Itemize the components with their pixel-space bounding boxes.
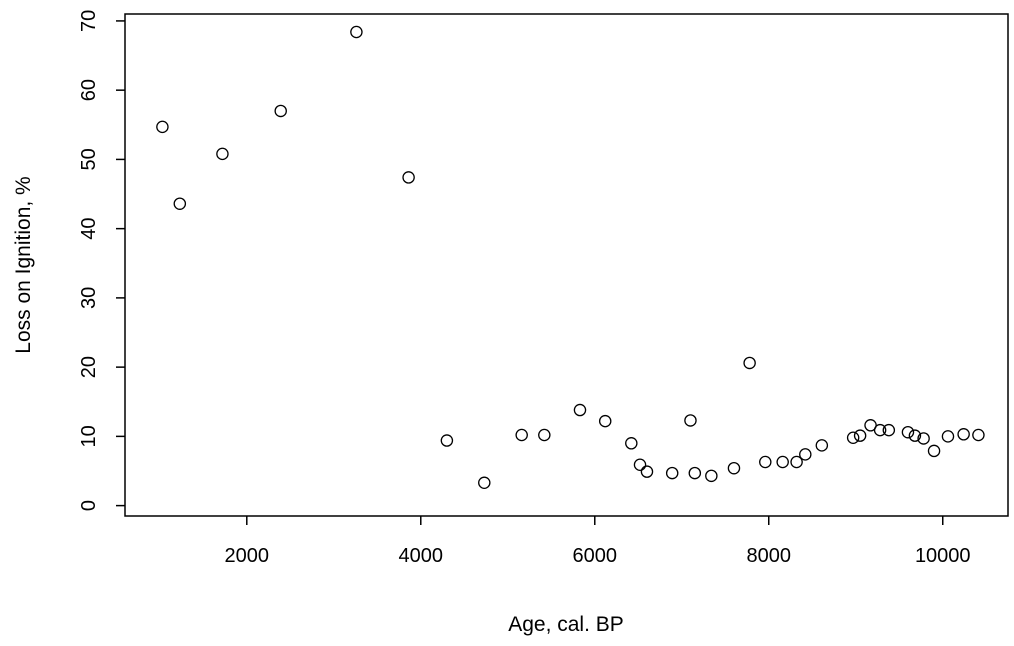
data-point [173, 197, 187, 210]
x-tick-label: 4000 [399, 545, 444, 567]
data-point [815, 439, 829, 452]
data-point [790, 455, 803, 469]
data-point [901, 425, 915, 439]
data-point [216, 147, 229, 161]
data-point [515, 428, 528, 442]
x-tick-label: 10000 [915, 545, 971, 567]
y-tick-label: 50 [78, 148, 100, 170]
data-point [908, 429, 922, 442]
y-tick-label: 70 [78, 10, 100, 32]
data-point [633, 458, 647, 472]
y-tick-label: 0 [78, 500, 100, 511]
x-axis-label: Age, cal. BP [508, 613, 624, 636]
data-point [478, 476, 491, 490]
y-tick-label: 60 [78, 79, 100, 101]
data-point [538, 428, 551, 442]
y-tick-label: 10 [78, 425, 100, 447]
data-point [625, 437, 638, 450]
y-tick-label: 20 [78, 356, 100, 378]
data-point [156, 120, 169, 134]
y-tick-label: 30 [78, 287, 100, 309]
data-point [705, 469, 718, 483]
x-axis: 2000 4000 6000 8000 10000 [225, 516, 971, 567]
data-point [799, 448, 812, 461]
x-tick-label: 6000 [573, 545, 618, 567]
data-point [873, 423, 887, 437]
data-point [927, 444, 941, 458]
data-point [864, 419, 877, 432]
data-point [665, 466, 679, 480]
data-point [440, 434, 454, 447]
data-points [156, 25, 985, 490]
data-point [727, 461, 741, 475]
data-point [688, 466, 702, 480]
y-tick-label: 40 [78, 218, 100, 240]
x-tick-label: 2000 [225, 545, 270, 567]
data-point [853, 429, 867, 442]
data-point [573, 403, 587, 417]
data-point [776, 455, 789, 469]
plot-frame [124, 13, 1009, 517]
data-point [972, 428, 985, 442]
y-axis: 0 10 20 30 40 50 60 70 [78, 10, 125, 511]
data-point [402, 171, 415, 184]
x-tick-label: 8000 [747, 545, 792, 567]
data-point [882, 423, 896, 437]
data-point [684, 414, 697, 427]
y-axis-label: Loss on Ignition, % [12, 176, 35, 353]
data-point [917, 432, 930, 445]
data-point [274, 104, 287, 118]
data-point [350, 25, 363, 39]
data-point [941, 430, 955, 443]
data-point [743, 356, 756, 370]
data-point [598, 414, 612, 428]
data-point [759, 455, 772, 469]
data-point [957, 428, 970, 441]
data-point [640, 465, 654, 478]
data-point [846, 431, 860, 445]
